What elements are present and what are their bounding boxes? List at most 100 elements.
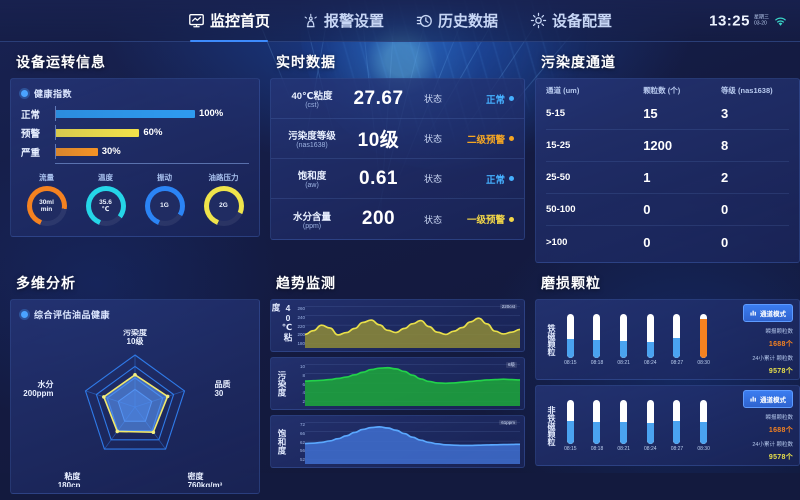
trend-plot: 220cst — [305, 303, 520, 348]
trends-card: 40℃粘度 260 240 220 200 180 220cst 污染度 10 8 6 4 2 6级 饱和度… — [270, 299, 525, 468]
particle-tube — [700, 399, 708, 444]
wear-group-1: 非铁磁颗粒 08:15 08:18 08:21 08:24 08:27 08:30 通道模式瞬… — [535, 385, 800, 466]
particle-tube-fill — [566, 339, 574, 358]
tube-time-label: 08:30 — [697, 445, 710, 452]
trends-title: 趋势监测 — [276, 275, 336, 291]
realtime-status-text: 二级预警 — [466, 134, 505, 146]
channel-mode-button[interactable]: 通道模式 — [743, 303, 793, 322]
channels-title: 污染度通道 — [541, 54, 616, 70]
tube-time-label: 08:18 — [590, 359, 604, 366]
particle-tube-fill — [646, 423, 654, 444]
status-dot-icon — [509, 216, 514, 222]
gauge-label: 温度 — [98, 173, 113, 182]
wifi-icon — [775, 17, 786, 26]
total-number: 9578 — [768, 453, 786, 461]
trend-tick: 72 — [299, 422, 305, 427]
channels-table-header: 通道 (um) 颗粒数 (个) 等级 (nas1638) — [546, 85, 789, 98]
gear-icon — [530, 12, 547, 29]
trend-tick: 240 — [297, 314, 305, 320]
channel-range: 50-100 — [546, 204, 576, 215]
gauge-label: 振动 — [157, 173, 172, 182]
status-dot-icon — [509, 176, 514, 181]
trend-tick: 6 — [302, 381, 305, 387]
realtime-row: 污染度等级 (nas1638) 10级 状态 二级预警 — [271, 119, 524, 159]
realtime-section: 实时数据 40℃粘度 (cst) 27.67 状态 正常 污染度等级 (nas1638) 10… — [270, 50, 525, 263]
alarm-lamp-icon — [304, 13, 317, 28]
channel-grade: 0 — [720, 202, 729, 217]
total-value: 9578个 — [769, 450, 793, 462]
trend-plot: 61ppm — [305, 419, 520, 464]
particle-tube-fill — [673, 338, 681, 358]
nav-tabs: 监控首页 报警设置 历史数据 设备配置 — [186, 0, 614, 42]
trend-tick: 62 — [299, 439, 305, 445]
equipment-section: 设备运转信息 健康指数 正常 100% 预警 60% 严重 30% 流量 30ml min 温度… — [10, 50, 260, 263]
realtime-value: 0.61 — [359, 167, 398, 189]
channel-range: 15-25 — [546, 140, 571, 151]
realtime-status: 正常 — [452, 92, 514, 106]
realtime-unit: (nas1638) — [296, 142, 328, 149]
trend-tick: 2 — [302, 399, 305, 404]
realtime-name: 污染度等级 (nas1638) — [281, 128, 343, 149]
realtime-row: 饱和度 (aw) 0.61 状态 正常 — [271, 159, 524, 199]
realtime-status-text: 正常 — [485, 94, 505, 106]
trend-corner-value: 220cst — [499, 304, 517, 309]
health-bar-track: 100% — [55, 106, 249, 121]
channel-mode-label: 通道模式 — [760, 310, 786, 318]
health-bar-label: 预警 — [21, 128, 41, 140]
particle-tube-fill — [673, 420, 681, 444]
nav-tab-2[interactable]: 历史数据 — [414, 0, 500, 42]
trend-corner-value: 6级 — [505, 362, 517, 368]
radar-point — [102, 395, 106, 399]
trend-tick: 8 — [302, 372, 305, 378]
table-row: 15-25 1200 8 — [546, 130, 789, 162]
wear-group-0: 铁磁颗粒 08:15 08:18 08:21 08:24 08:27 08:30 通道模式 瞬报… — [535, 299, 800, 380]
gauge-ring: 2G — [203, 186, 244, 226]
particle-tube — [700, 313, 708, 358]
gauge-row: 流量 30ml min 温度 35.6 ℃ 振动 1G 油路压力 2G — [11, 164, 259, 236]
particle-tube-fill — [700, 318, 708, 358]
radar-legend-label: 综合评估油品健康 — [34, 310, 111, 320]
radar-legend: 综合评估油品健康 — [11, 300, 259, 325]
trend-tick: 52 — [299, 457, 305, 462]
channel-count: 15 — [643, 106, 658, 121]
channel-range: 5-15 — [546, 108, 566, 119]
wear-section: 磨损颗粒 铁磁颗粒 08:15 08:18 08:21 08:24 08:27 08:30 通… — [535, 271, 800, 494]
multidim-card: 综合评估油品健康 污染度 10级 品质 30 密度 760kg/m³ 粘度 180cp 水分 20… — [10, 299, 260, 494]
nav-tab-3[interactable]: 设备配置 — [528, 0, 614, 42]
multidim-section: 多维分析 综合评估油品健康 污染度 10级 品质 30 密度 760kg/m³ 粘度 180c… — [10, 271, 260, 494]
status-dot-icon — [509, 136, 514, 141]
nav-tab-0[interactable]: 监控首页 — [186, 0, 272, 42]
trend-tick: 10 — [299, 364, 305, 369]
nav-tab-label: 历史数据 — [438, 13, 499, 30]
channel-mode-button[interactable]: 通道模式 — [743, 389, 793, 408]
trend-tick: 220 — [297, 323, 305, 329]
radar-point — [115, 429, 120, 434]
tube-column: 08:27 — [671, 313, 683, 366]
tube-time-label: 08:21 — [617, 445, 630, 452]
health-bar-fill — [56, 128, 140, 137]
nav-tab-1[interactable]: 报警设置 — [300, 0, 386, 42]
table-row: >100 0 0 — [546, 226, 789, 258]
tube-row: 08:15 08:18 08:21 08:24 08:27 08:30 — [555, 399, 719, 452]
channels-table-body: 5-15 15 3 15-25 1200 8 25-50 1 2 50-100 0 0 >100 0 0 — [546, 98, 789, 258]
equipment-card: 健康指数 正常 100% 预警 60% 严重 30% 流量 30ml min 温度 35.6 ℃ 振动… — [10, 78, 260, 237]
trend-plot: 6级 — [305, 361, 520, 406]
trend-chart-2: 饱和度 72 66 62 56 52 61ppm — [270, 415, 525, 468]
tube-time-label: 08:27 — [670, 445, 684, 452]
particle-tube — [646, 399, 654, 444]
realtime-name-text: 饱和度 — [297, 171, 327, 182]
gauge-0: 流量 30ml min — [26, 172, 67, 226]
health-bar-track: 30% — [55, 144, 249, 159]
gauge-ring-inner — [31, 191, 62, 221]
equipment-title: 设备运转信息 — [16, 54, 106, 70]
radar-axis-label: 污染度 10级 — [123, 329, 148, 346]
tube-time-label: 08:18 — [590, 445, 604, 452]
health-legend-label: 健康指数 — [34, 89, 73, 99]
radar-ring — [102, 373, 169, 434]
realtime-status: 一级预警 — [452, 212, 514, 226]
tube-time-label: 08:24 — [644, 445, 657, 452]
particle-tube — [673, 313, 681, 358]
radar-ring — [84, 354, 186, 450]
realtime-name-text: 40℃粘度 — [291, 91, 333, 102]
health-bar-fill — [56, 147, 98, 156]
